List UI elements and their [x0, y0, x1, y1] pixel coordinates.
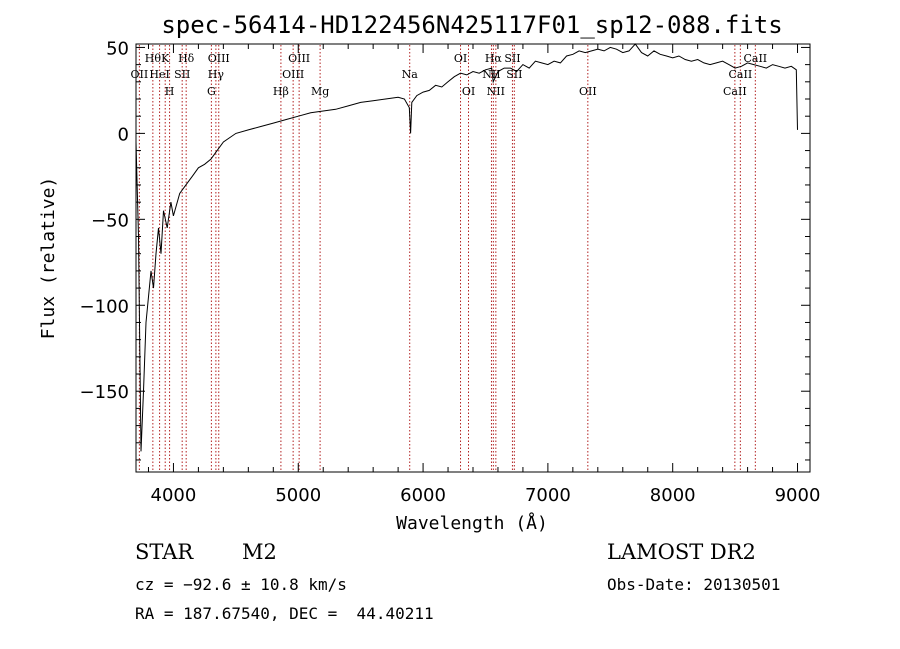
y-tick-label: −150 — [80, 382, 129, 403]
plot-frame — [135, 43, 811, 473]
y-tick-label: 50 — [106, 38, 129, 59]
spectral-line-label: OIII — [288, 52, 310, 65]
spectral-line-label: Mg — [311, 85, 329, 98]
spectral-line-label: H — [165, 85, 175, 98]
spectral-line-label: CaII — [743, 52, 767, 65]
spectral-line-markers — [138, 45, 756, 471]
spectral-line-label: Hγ — [208, 68, 225, 81]
spectral-line-label: Hδ — [178, 52, 195, 65]
spectral-line-label: CaII — [723, 85, 747, 98]
spectral-line-label: Hβ — [273, 85, 289, 98]
spectral-line-label: NII — [487, 85, 505, 98]
spectral-line-label: OIII — [282, 68, 304, 81]
chart-title: spec-56414-HD122456N425117F01_sp12-088.f… — [161, 11, 782, 39]
spectral-line-label: Na — [402, 68, 419, 81]
spectral-line-label: OIII — [208, 52, 230, 65]
spectral-line-label: HeI — [149, 68, 169, 81]
obs-date-readout: Obs-Date: 20130501 — [607, 575, 781, 594]
spectral-line-label: OI — [454, 52, 467, 65]
spectral-line-label: SII — [174, 68, 190, 81]
spectral-line-label: OII — [131, 68, 149, 81]
y-axis-ticks: 50 0 −50 −100 −150 — [80, 38, 810, 461]
spectral-line-label: OII — [579, 85, 597, 98]
spectral-line-label: Hα — [485, 52, 503, 65]
x-tick-label: 9000 — [775, 485, 821, 506]
survey-release: LAMOST DR2 — [607, 540, 756, 564]
spectrum-line — [135, 43, 798, 452]
spectral-line-label: SII — [504, 52, 520, 65]
spectral-line-label: CaII — [729, 68, 753, 81]
x-tick-label: 4000 — [151, 485, 197, 506]
spectral-line-label: OI — [462, 85, 475, 98]
x-tick-label: 7000 — [525, 485, 571, 506]
x-tick-label: 8000 — [650, 485, 696, 506]
y-axis-label: Flux (relative) — [38, 177, 59, 340]
x-axis-ticks: 4000 5000 6000 7000 8000 9000 — [147, 44, 821, 506]
spectral-line-label: NII — [482, 68, 500, 81]
spectral-line-label: SII — [506, 68, 522, 81]
object-class: STAR — [135, 540, 194, 564]
coordinates-readout: RA = 187.67540, DEC = 44.40211 — [135, 604, 434, 623]
x-tick-label: 5000 — [275, 485, 321, 506]
object-subclass: M2 — [242, 540, 277, 564]
spectral-line-label: Hθ — [145, 52, 162, 65]
x-axis-label: Wavelength (Å) — [396, 512, 548, 534]
redshift-readout: cz = −92.6 ± 10.8 km/s — [135, 575, 347, 594]
y-tick-label: −100 — [80, 296, 129, 317]
x-tick-label: 6000 — [400, 485, 446, 506]
y-tick-label: −50 — [91, 210, 129, 231]
spectral-line-labels: OII Hθ HeI K H SII Hδ G Hγ OIII Hβ OIII OIII Mg Na OI OI… — [131, 52, 768, 98]
spectral-line-label: G — [207, 85, 216, 98]
y-tick-label: 0 — [118, 124, 129, 145]
spectral-line-label: K — [161, 52, 170, 65]
